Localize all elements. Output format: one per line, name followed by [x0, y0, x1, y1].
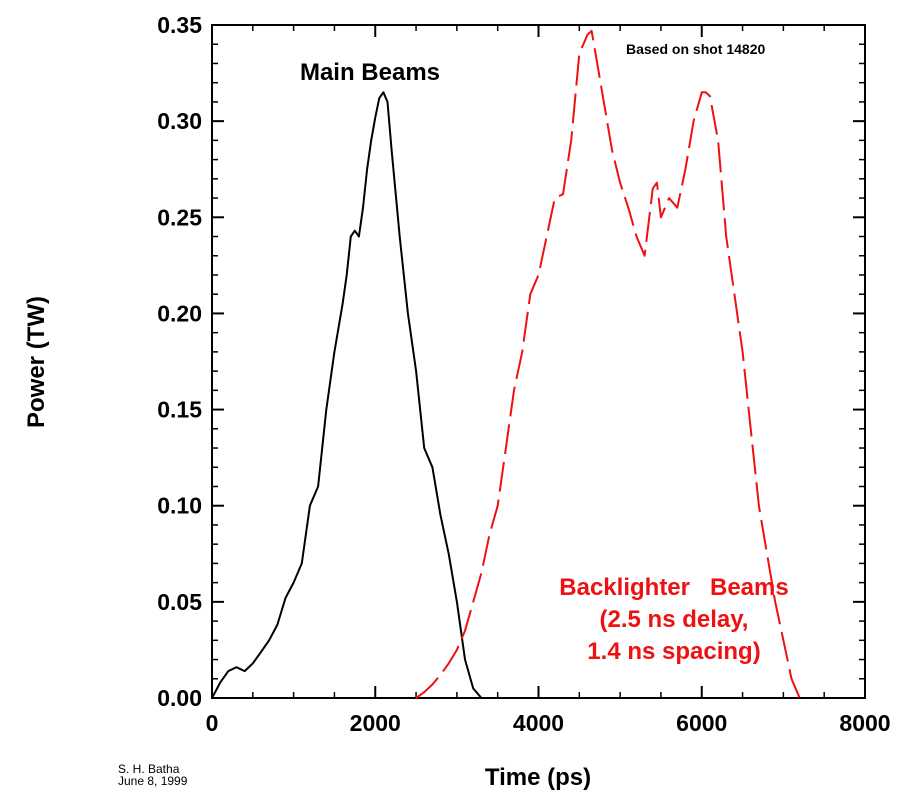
x-tick-label: 6000 — [676, 710, 727, 736]
series-lines — [211, 29, 801, 699]
shot-annotation: Based on shot 14820 — [626, 41, 765, 57]
y-tick-label: 0.10 — [157, 493, 202, 519]
y-tick-label: 0.05 — [157, 589, 202, 615]
x-tick-label: 2000 — [350, 710, 401, 736]
y-tick-label: 0.35 — [157, 12, 202, 38]
x-tick-label: 0 — [206, 710, 219, 736]
main-beams-annotation: Main Beams — [300, 59, 440, 86]
y-axis-label: Power (TW) — [23, 296, 50, 428]
credit-date: June 8, 1999 — [118, 774, 188, 788]
x-axis-label: Time (ps) — [485, 764, 591, 791]
series-line-0 — [211, 91, 483, 699]
backlighter-annotation-line3: 1.4 ns spacing) — [587, 638, 760, 665]
x-tick-label: 8000 — [839, 710, 890, 736]
credit-author: S. H. Batha — [118, 762, 180, 776]
axis-ticks: 0 2000 4000 6000 8000 0.00 0.05 0.10 0.15 0.20 0.2… — [157, 12, 890, 736]
y-tick-label: 0.25 — [157, 204, 202, 230]
backlighter-annotation-line2: (2.5 ns delay, — [600, 606, 749, 633]
x-tick-label: 4000 — [513, 710, 564, 736]
y-tick-label: 0.15 — [157, 397, 202, 423]
y-tick-label: 0.20 — [157, 300, 202, 326]
y-tick-label: 0.00 — [157, 685, 202, 711]
series-line-1 — [415, 29, 801, 699]
backlighter-annotation-line1: Backlighter Beams — [559, 574, 788, 601]
y-tick-label: 0.30 — [157, 108, 202, 134]
